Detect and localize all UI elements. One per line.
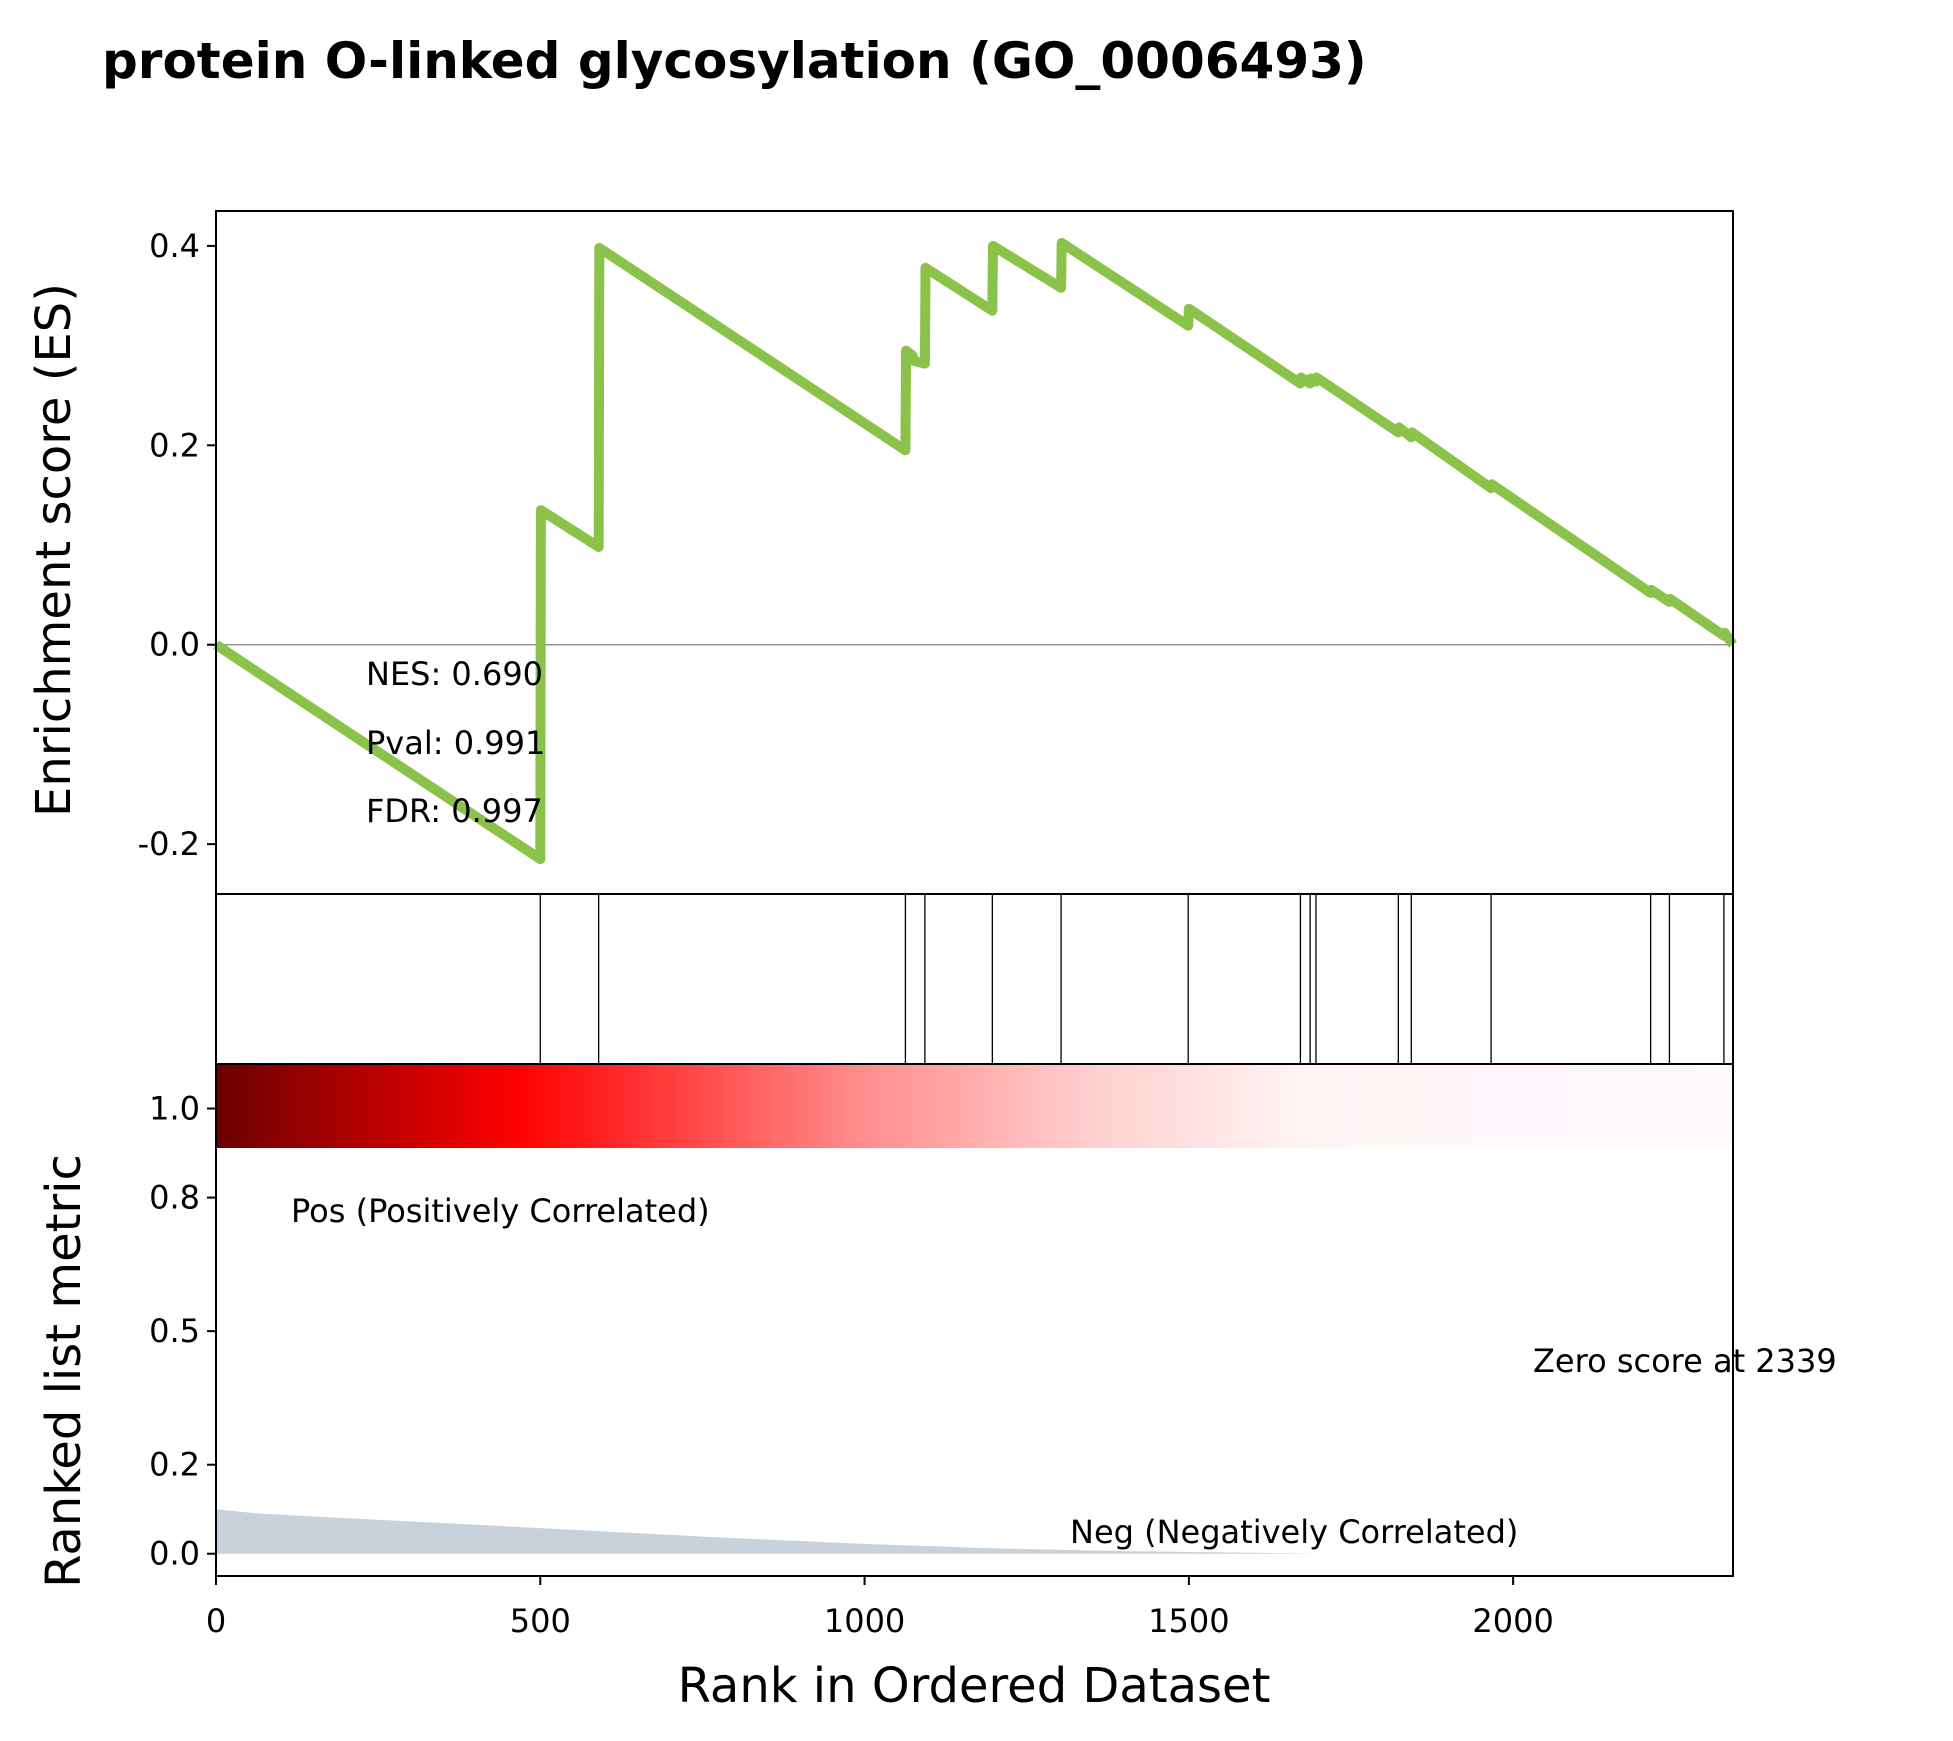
x-tick-label: 500 xyxy=(510,1602,571,1640)
chart-title: protein O-linked glycosylation (GO_00064… xyxy=(102,32,1367,90)
metric-yticks: 0.0 0.2 0.5 0.8 1.0 xyxy=(149,1090,216,1573)
neg-correlated-label: Neg (Negatively Correlated) xyxy=(1070,1513,1518,1551)
x-axis-ticks: 0 500 1000 1500 2000 xyxy=(206,1576,1554,1640)
metric-ytick-label: 1.0 xyxy=(149,1090,200,1128)
hits-panel xyxy=(539,894,1734,1064)
zero-score-label: Zero score at 2339 xyxy=(1533,1342,1837,1380)
x-tick-label: 0 xyxy=(206,1602,226,1640)
metric-y-axis-label: Ranked list metric xyxy=(36,1154,92,1588)
es-y-axis-label: Enrichment score (ES) xyxy=(26,283,82,817)
x-tick-label: 1500 xyxy=(1148,1602,1229,1640)
x-axis-label: Rank in Ordered Dataset xyxy=(678,1658,1271,1714)
metric-ytick-label: 0.5 xyxy=(149,1312,200,1350)
metric-panel: 0.0 0.2 0.5 0.8 1.0 Pos (Positively Correlat… xyxy=(36,1090,1837,1588)
x-tick-label: 2000 xyxy=(1472,1602,1553,1640)
nes-annotation: NES: 0.690 xyxy=(366,655,543,693)
es-line xyxy=(213,237,1738,865)
es-yticks: 0.4 0.2 0.0 -0.2 xyxy=(138,227,216,863)
metric-ytick-label: 0.8 xyxy=(149,1179,200,1217)
pval-annotation: Pval: 0.991 xyxy=(366,724,545,762)
x-tick-label: 1000 xyxy=(824,1602,905,1640)
metric-ytick-label: 0.2 xyxy=(149,1446,200,1484)
es-ytick-label: 0.2 xyxy=(149,426,200,464)
es-ytick-label: 0.4 xyxy=(149,227,200,265)
hits-panel-frame xyxy=(215,893,1734,1065)
es-ytick-label: -0.2 xyxy=(138,825,200,863)
metric-ytick-label: 0.0 xyxy=(149,1535,200,1573)
metric-panel-frame xyxy=(215,1063,1734,1577)
metric-area xyxy=(216,1509,1733,1554)
ranked-heatmap-bar xyxy=(216,1064,1733,1148)
es-ytick-label: 0.0 xyxy=(149,626,200,664)
fdr-annotation: FDR: 0.997 xyxy=(366,792,543,830)
es-panel: 0.4 0.2 0.0 -0.2 NES: 0.690 Pval: 0.991 FDR… xyxy=(26,227,1738,865)
pos-correlated-label: Pos (Positively Correlated) xyxy=(291,1192,710,1230)
